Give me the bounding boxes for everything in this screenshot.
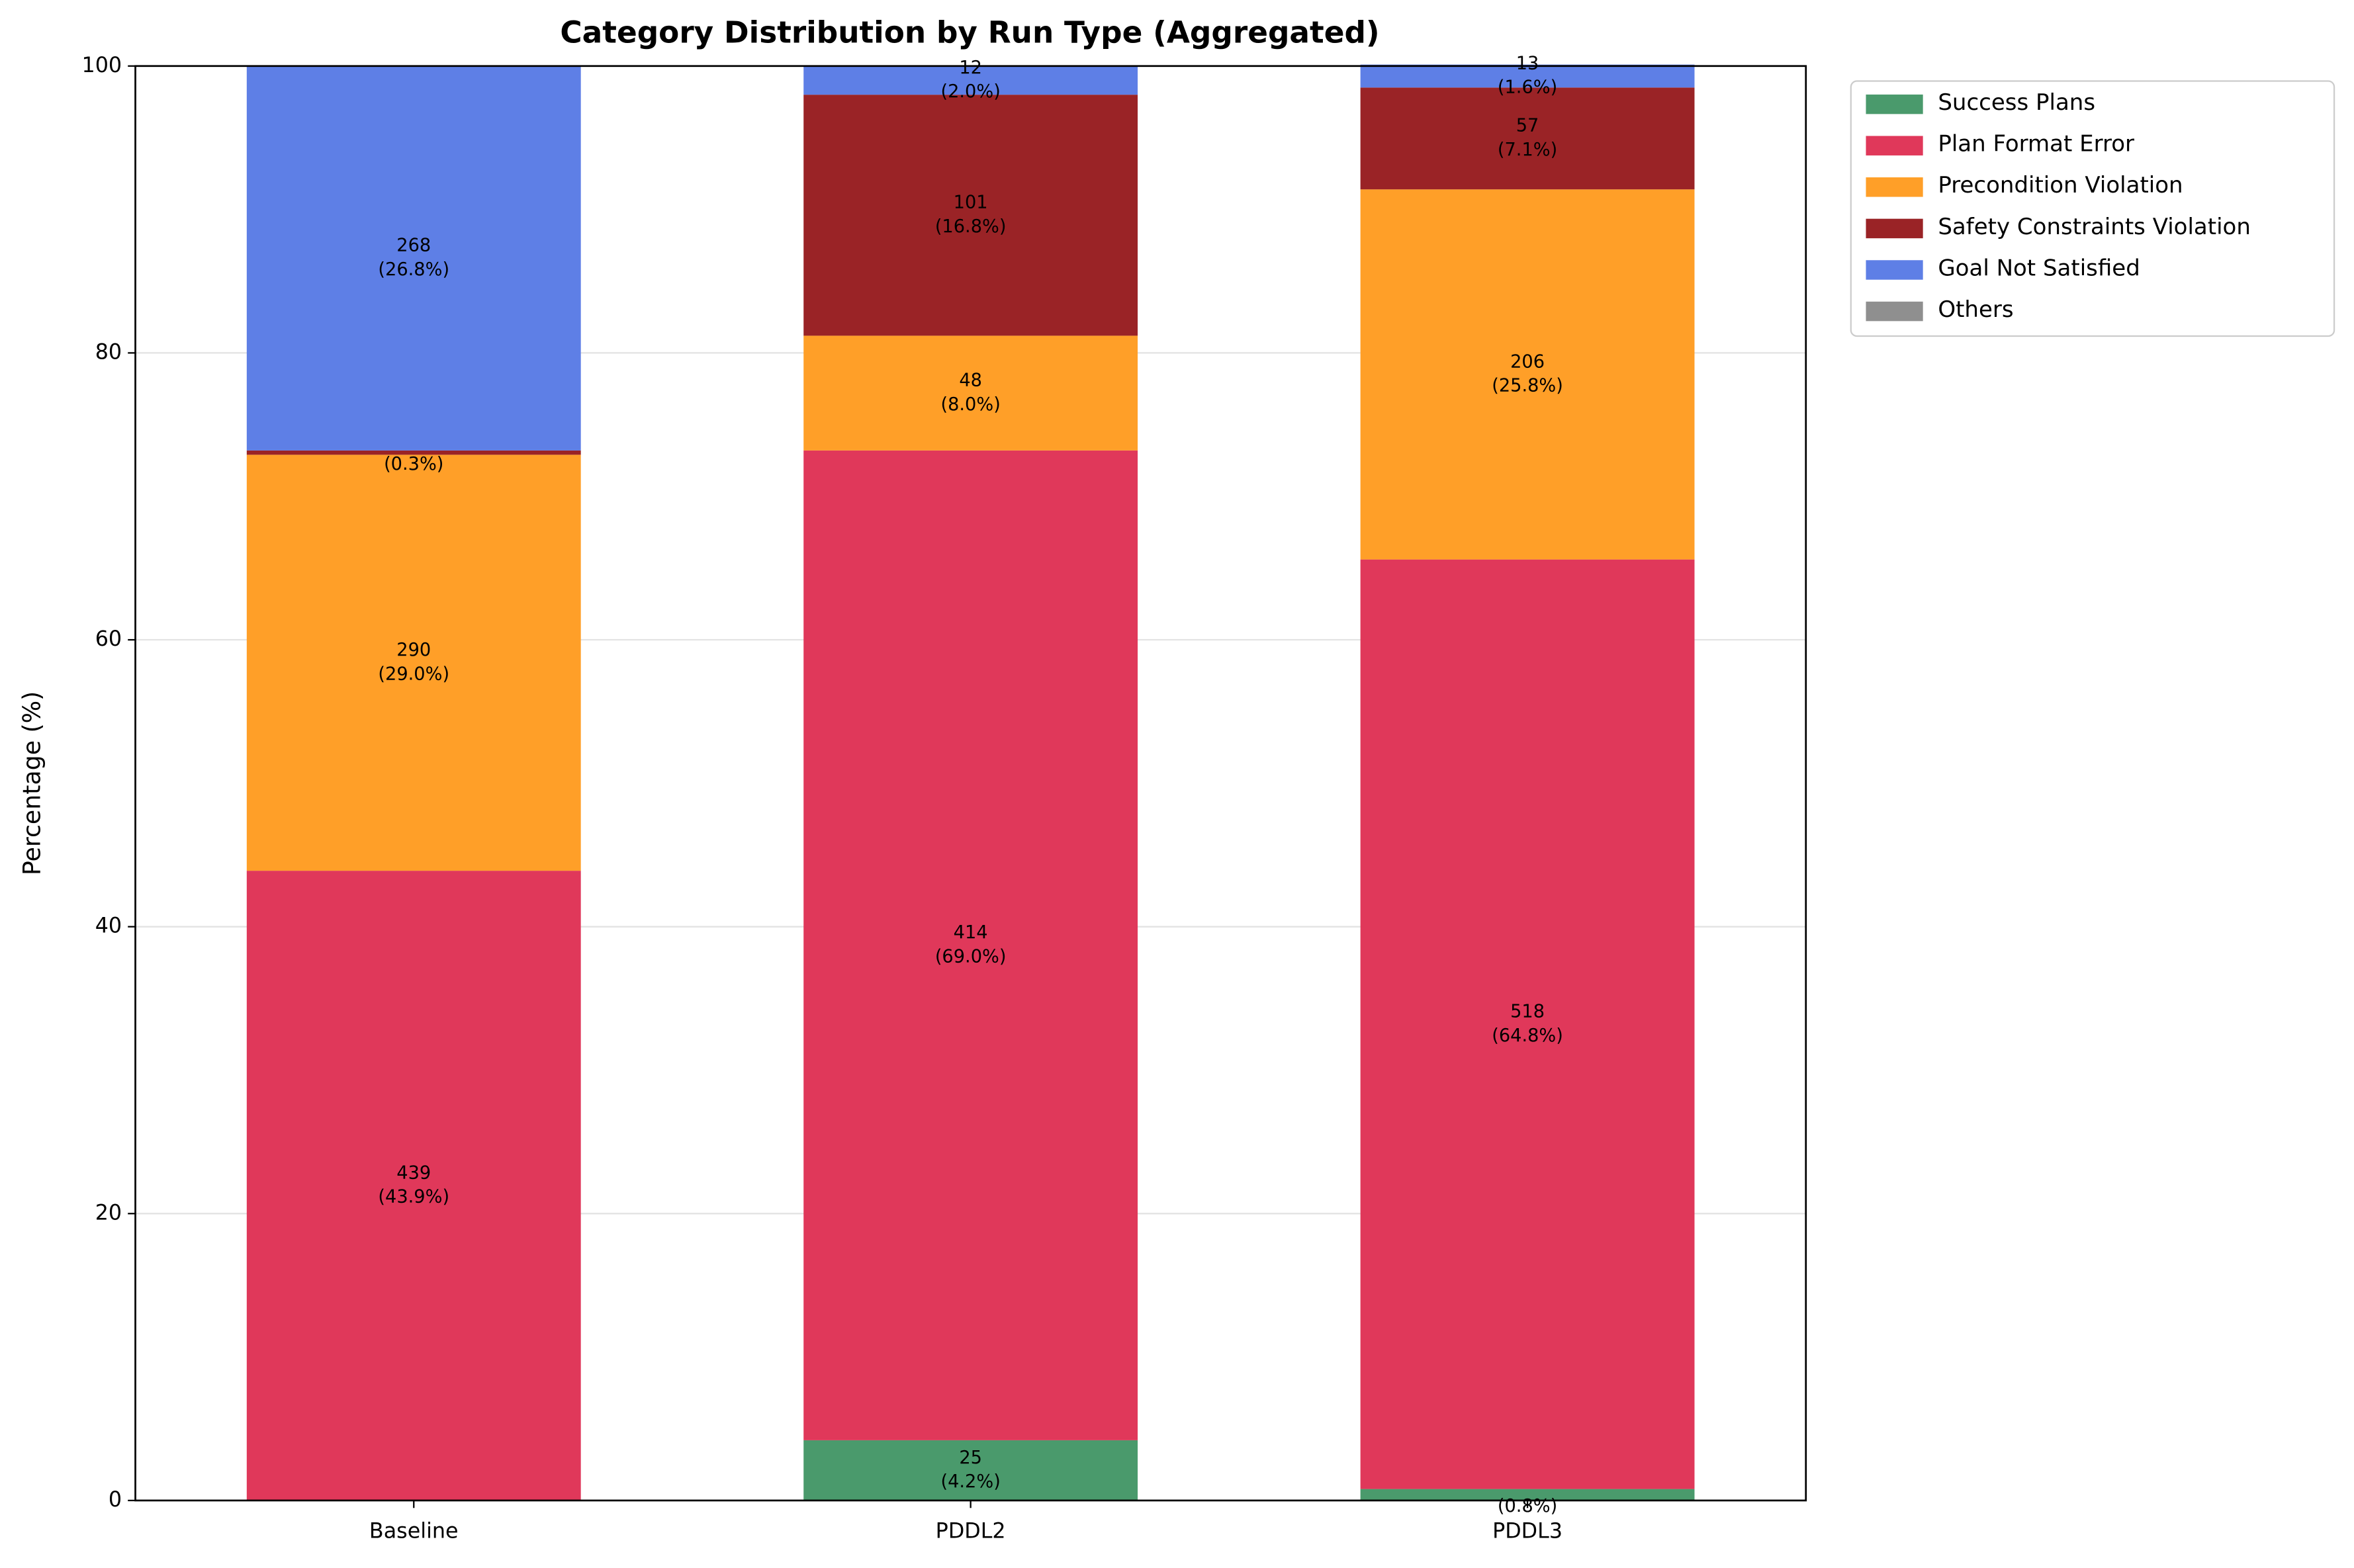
- segment-label: (0.3%): [384, 454, 443, 474]
- segment-count: 13: [1516, 53, 1539, 73]
- legend-label: Goal Not Satisfied: [1938, 255, 2140, 281]
- segment-count: 518: [1510, 1001, 1545, 1022]
- legend-swatch: [1866, 260, 1923, 280]
- segment-count: 12: [959, 58, 982, 78]
- bar-segment: [1360, 1489, 1695, 1501]
- segment-count: 290: [396, 640, 431, 660]
- bar-segment: [1360, 64, 1695, 88]
- segment-count: 25: [959, 1448, 982, 1468]
- segment-label: (64.8%): [1492, 1025, 1563, 1046]
- segment-count: 48: [959, 370, 982, 390]
- legend-swatch: [1866, 177, 1923, 197]
- segment-count: 414: [954, 922, 988, 943]
- segment-count: 439: [396, 1162, 431, 1183]
- bar-segment: [1360, 87, 1695, 190]
- bar-segment: [803, 335, 1138, 451]
- segment-label: (69.0%): [935, 947, 1007, 967]
- y-axis-label: Percentage (%): [17, 691, 46, 875]
- y-tick-label: 40: [95, 914, 122, 938]
- segment-count: 268: [396, 236, 431, 256]
- y-tick-label: 20: [95, 1201, 122, 1225]
- legend-label: Safety Constraints Violation: [1938, 214, 2251, 240]
- y-tick-label: 0: [109, 1488, 122, 1512]
- legend-swatch: [1866, 94, 1923, 114]
- y-tick-label: 100: [82, 54, 122, 77]
- legend-swatch: [1866, 218, 1923, 239]
- legend-box: [1850, 80, 2335, 337]
- segment-label: (4.2%): [940, 1471, 1000, 1492]
- bar-segment: [246, 455, 581, 871]
- chart-title: Category Distribution by Run Type (Aggre…: [560, 15, 1379, 50]
- plot-frame: [134, 65, 1807, 1502]
- x-tick-label: Baseline: [369, 1520, 459, 1544]
- bar-segment: [803, 1440, 1138, 1501]
- segment-label: (8.0%): [940, 394, 1000, 415]
- bar-segment: [246, 450, 581, 455]
- bar-segment: [803, 450, 1138, 1440]
- segment-label: (29.0%): [378, 664, 449, 684]
- legend-label: Others: [1938, 296, 2013, 323]
- bar-segment: [803, 95, 1138, 336]
- y-tick-label: 60: [95, 627, 122, 651]
- segment-label: (7.1%): [1498, 140, 1557, 160]
- bar-segment: [246, 871, 581, 1501]
- segment-label: (26.8%): [378, 259, 449, 280]
- x-tick-label: PDDL2: [936, 1520, 1006, 1544]
- segment-label: (2.0%): [940, 81, 1000, 102]
- legend-label: Precondition Violation: [1938, 172, 2183, 198]
- legend-swatch: [1866, 301, 1923, 322]
- legend-swatch: [1866, 136, 1923, 155]
- bar-segment: [246, 65, 581, 451]
- y-tick-label: 80: [95, 340, 122, 364]
- bar-segment: [1360, 189, 1695, 560]
- segment-count: 101: [954, 193, 988, 213]
- segment-count: 57: [1516, 116, 1539, 136]
- segment-label: (1.6%): [1498, 77, 1557, 98]
- bar-segment: [803, 65, 1138, 95]
- x-tick-label: PDDL3: [1492, 1520, 1562, 1544]
- segment-label: (25.8%): [1492, 376, 1563, 396]
- bar-segment: [1360, 559, 1695, 1489]
- legend-label: Success Plans: [1938, 89, 2095, 116]
- segment-label: (43.9%): [378, 1187, 449, 1207]
- legend-label: Plan Format Error: [1938, 131, 2134, 157]
- segment-count: 206: [1510, 351, 1545, 372]
- segment-label: (16.8%): [935, 216, 1007, 237]
